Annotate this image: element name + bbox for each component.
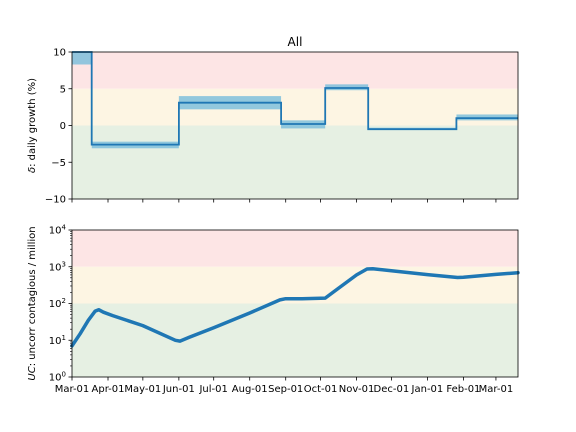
chart-title: All bbox=[288, 35, 303, 49]
bottom-chart: 100 101 102 103 104 UC: uncorr contagious / m… bbox=[27, 224, 520, 395]
zone-band-0 bbox=[72, 52, 518, 89]
zone-band-2 bbox=[72, 125, 518, 199]
x-tick-label: Mar-01 bbox=[479, 384, 514, 395]
x-tick-label: May-01 bbox=[124, 384, 161, 395]
contagious-line bbox=[70, 267, 520, 348]
y-tick-label: 0 bbox=[60, 121, 66, 132]
y-tick-label: −10 bbox=[45, 195, 66, 206]
x-tick-label: Feb-01 bbox=[446, 384, 480, 395]
y-tick-label: 100 bbox=[49, 371, 66, 384]
top-y-axis-label: δ: daily growth (%) bbox=[27, 78, 38, 173]
y-tick-label: −5 bbox=[51, 158, 66, 169]
x-tick-label: Nov-01 bbox=[339, 384, 375, 395]
growth-step-line bbox=[72, 51, 518, 146]
top-chart: −10 −5 0 5 10 δ: daily growth (%) bbox=[27, 48, 519, 206]
x-tick-label: Mar-01 bbox=[55, 384, 90, 395]
x-tick-label: Sep-01 bbox=[268, 384, 303, 395]
zone-band-0 bbox=[72, 230, 518, 267]
bottom-y-axis-label: UC: uncorr contagious / million bbox=[27, 226, 38, 380]
x-tick-label: Jun-01 bbox=[162, 384, 195, 395]
x-tick-label: Jul-01 bbox=[198, 384, 227, 395]
y-tick-label: 101 bbox=[49, 334, 66, 347]
y-tick-label: 104 bbox=[49, 224, 67, 237]
x-tick-label: Oct-01 bbox=[304, 384, 338, 395]
zone-band-2 bbox=[72, 303, 518, 377]
x-tick-label: Apr-01 bbox=[92, 384, 125, 395]
y-tick-label: 5 bbox=[60, 84, 66, 95]
y-tick-label: 10 bbox=[53, 48, 66, 59]
zone-band-1 bbox=[72, 88, 518, 126]
x-tick-label: Jan-01 bbox=[411, 384, 444, 395]
y-tick-label: 102 bbox=[49, 297, 66, 310]
x-tick-label: Aug-01 bbox=[232, 384, 268, 395]
uncertainty-band-0 bbox=[72, 52, 92, 65]
y-tick-label: 103 bbox=[49, 260, 66, 273]
x-tick-label: Dec-01 bbox=[374, 384, 410, 395]
